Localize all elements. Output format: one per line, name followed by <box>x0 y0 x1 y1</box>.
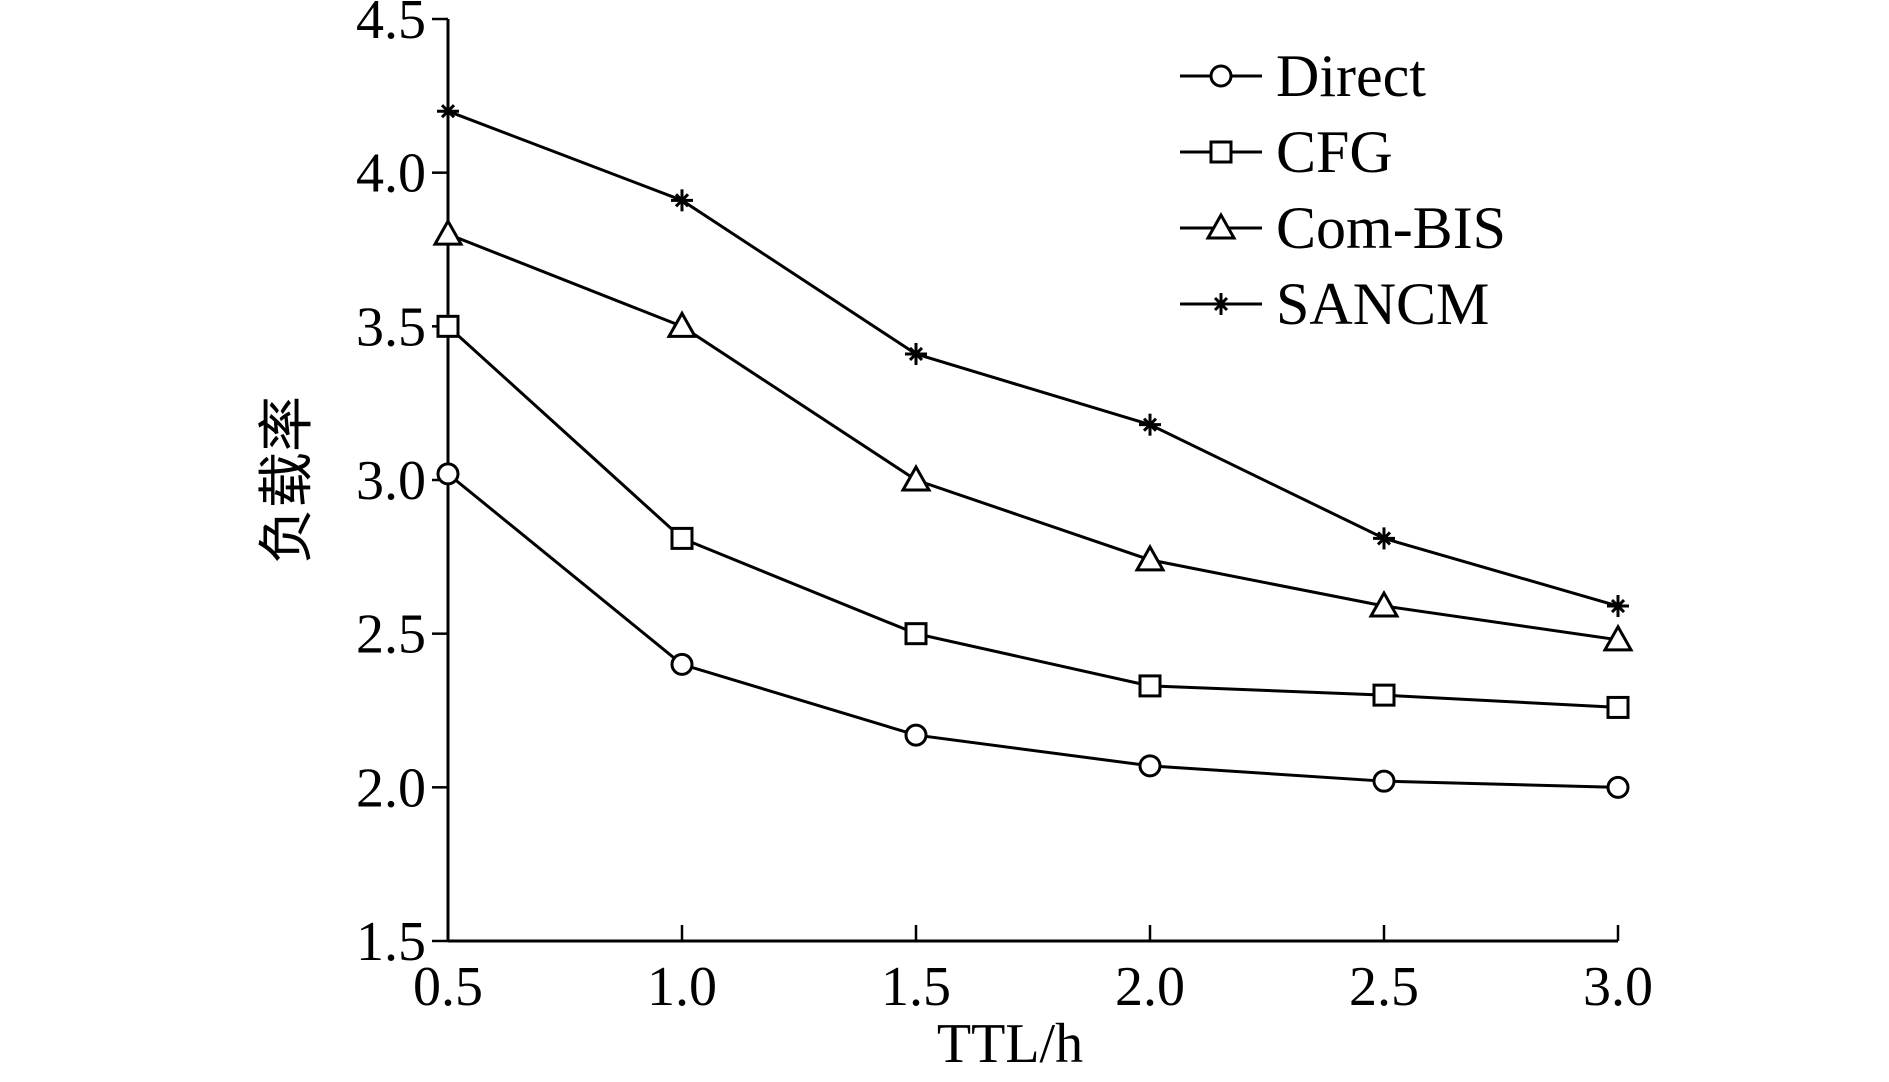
x-tick-label: 2.0 <box>1115 956 1185 1018</box>
y-tick-label: 1.5 <box>356 911 426 973</box>
data-point-sancm <box>437 100 459 123</box>
data-point-sancm <box>1607 595 1629 618</box>
data-point-sancm <box>905 342 927 365</box>
legend-label: Direct <box>1276 43 1426 109</box>
data-point-direct <box>904 723 928 747</box>
chart-legend: Direct CFG Com-BIS SANCM <box>1180 43 1506 337</box>
series-line-com-bis <box>447 232 1619 642</box>
series-line-direct <box>447 472 1619 789</box>
data-point-cfg <box>1138 674 1162 698</box>
series-cfg <box>436 314 1630 719</box>
legend-item-direct: Direct <box>1180 43 1426 109</box>
data-point-direct <box>1138 754 1162 778</box>
y-tick-label: 3.5 <box>356 296 426 358</box>
data-point-com-bis <box>900 463 932 492</box>
data-point-cfg <box>670 526 694 550</box>
legend-marker <box>1209 64 1233 88</box>
legend-label: Com-BIS <box>1276 195 1506 261</box>
y-tick-label: 4.5 <box>356 0 426 51</box>
series-line-sancm <box>447 109 1619 608</box>
data-point-com-bis <box>1134 543 1166 572</box>
data-point-cfg <box>436 314 460 338</box>
data-point-com-bis <box>432 218 464 246</box>
data-point-cfg <box>904 622 928 646</box>
series-sancm <box>437 100 1629 618</box>
data-point-direct <box>1606 775 1630 799</box>
series-direct <box>436 462 1630 799</box>
data-point-sancm <box>671 189 693 212</box>
data-point-com-bis <box>1602 623 1634 652</box>
legend-label: SANCM <box>1276 271 1489 337</box>
legend-marker <box>1210 293 1232 315</box>
x-tick-label: 2.5 <box>1349 956 1419 1018</box>
data-point-direct <box>1372 769 1396 793</box>
legend-item-cfg: CFG <box>1180 119 1393 185</box>
x-axis-title: TTL/h <box>937 1013 1083 1075</box>
y-axis-title: 负载率 <box>257 396 319 564</box>
legend-label: CFG <box>1276 119 1393 185</box>
series-com-bis <box>432 218 1634 652</box>
y-tick-label: 2.5 <box>356 604 426 666</box>
y-tick-label: 3.0 <box>356 450 426 512</box>
legend-item-com-bis: Com-BIS <box>1180 195 1506 261</box>
data-point-cfg <box>1372 683 1396 707</box>
x-tick-label: 0.5 <box>413 956 483 1018</box>
y-tick-label: 4.0 <box>356 143 426 205</box>
x-tick-label: 3.0 <box>1583 956 1653 1018</box>
chart-series <box>432 100 1634 799</box>
legend-marker <box>1205 211 1237 240</box>
data-point-com-bis <box>1368 589 1400 618</box>
data-point-sancm <box>1373 527 1395 550</box>
y-tick-label: 2.0 <box>356 757 426 819</box>
chart-axes: 1.5 2.0 2.5 3.0 3.5 4.0 4.5 0.5 1.0 1.5 2.0 2.5 3.0 <box>356 0 1653 1018</box>
data-point-cfg <box>1606 695 1630 719</box>
data-point-direct <box>436 462 460 486</box>
legend-marker <box>1209 140 1233 164</box>
x-tick-label: 1.5 <box>881 956 951 1018</box>
data-point-com-bis <box>666 310 698 338</box>
series-line-cfg <box>446 325 1619 709</box>
legend-item-sancm: SANCM <box>1180 271 1489 337</box>
x-tick-label: 1.0 <box>647 956 717 1018</box>
data-point-sancm <box>1139 413 1161 436</box>
data-point-direct <box>670 652 694 676</box>
